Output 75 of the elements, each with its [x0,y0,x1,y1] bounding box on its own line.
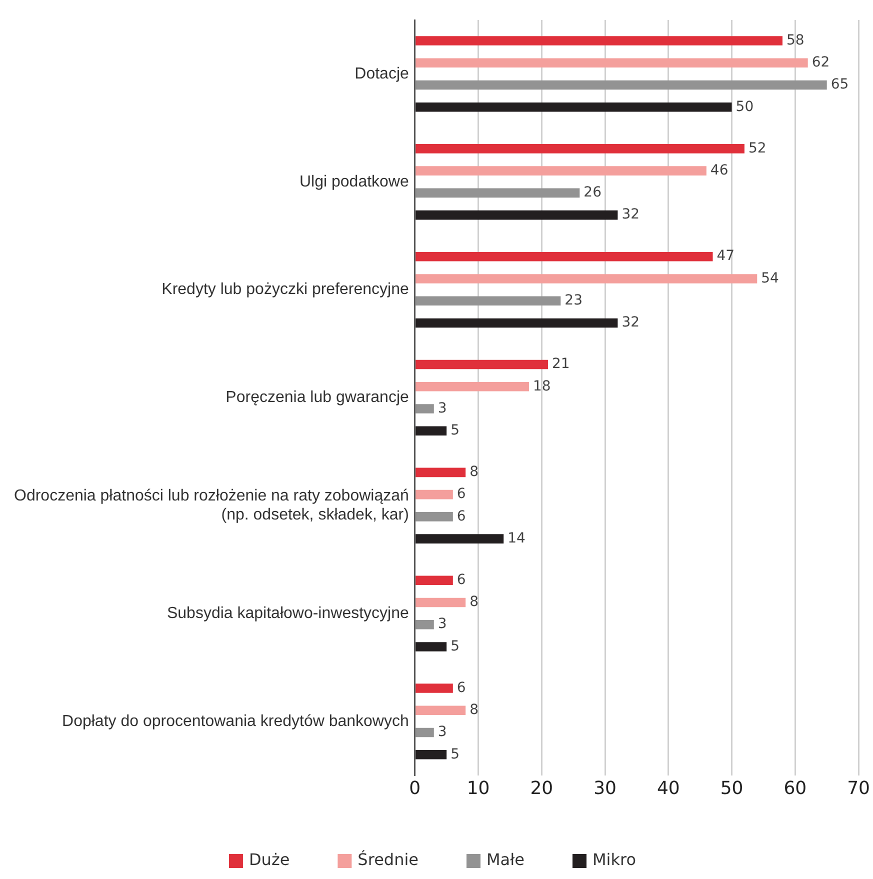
data-label: 47 [716,248,735,264]
bar [416,404,434,414]
y-tick-label: Subsydia kapitałowo-inwestycyjne [166,604,409,622]
bar [416,576,453,585]
data-label: 5 [450,746,460,762]
y-tick-label: Ulgi podatkowe [299,173,409,190]
legend-label: Małe [486,850,524,870]
bar [416,102,732,112]
bar [416,360,548,370]
bar [416,706,466,716]
bar [416,642,447,652]
data-label: 6 [456,680,466,696]
x-tick-label: 20 [530,778,554,799]
data-label: 26 [584,184,602,201]
data-label: 6 [456,508,466,524]
data-label: 52 [748,140,766,156]
x-tick-label: 30 [594,778,616,799]
data-label: 5 [450,422,460,439]
data-label: 32 [622,206,640,223]
bar [416,274,758,284]
x-tick-label: 60 [784,778,807,799]
bar [416,58,808,68]
y-tick-label: Kredyty lub pożyczki preferencyjne [162,281,409,298]
y-tick-label: Poręczenia lub gwarancje [226,389,409,406]
bar [416,620,434,630]
data-label: 8 [470,594,479,610]
x-tick-label: 0 [409,778,421,799]
data-label: 62 [812,54,830,71]
data-label: 65 [830,76,849,93]
data-label: 50 [736,98,754,115]
legend-label: Mikro [592,850,636,870]
data-label: 6 [456,572,466,588]
bar [416,36,782,46]
data-label: 14 [508,530,526,546]
data-label: 5 [450,638,460,654]
bar [416,512,453,522]
data-label: 18 [532,378,551,394]
data-label: 21 [552,356,570,372]
bar [416,598,466,608]
bar [416,728,434,738]
data-label: 46 [710,162,728,178]
bar [416,252,713,262]
data-label: 3 [438,724,447,740]
data-label: 8 [470,702,479,718]
y-tick-label: Dopłaty do oprocentowania kredytów bankowych [62,712,409,730]
bar [416,144,744,154]
bar [416,210,618,220]
y-tick-label: Odroczenia płatności lub rozłożenie na raty zobowiązań (np. odsetek, składek, kar) [14,487,409,524]
bar [416,166,706,176]
x-tick-label: 70 [847,778,870,799]
data-label: 32 [622,314,640,331]
x-tick-label: 40 [656,778,680,799]
data-label: 6 [456,486,466,502]
data-label: 3 [438,616,447,632]
data-label: 3 [438,400,447,416]
bar [416,318,618,328]
data-label: 8 [470,464,479,480]
bar [416,296,561,306]
bar [416,490,453,500]
x-tick-label: 10 [466,778,490,799]
x-tick-label: 50 [720,778,744,799]
data-label: 23 [564,292,582,308]
bar [416,80,827,90]
legend-label: Duże [248,850,290,870]
data-label: 58 [786,32,804,48]
y-tick-label: Dotacje [354,65,409,82]
legend-label: Średnie [358,850,418,870]
bar [416,188,580,198]
bar [416,750,447,760]
data-label: 54 [761,270,780,286]
bar [416,468,466,478]
bar [416,426,447,436]
bar [416,382,529,392]
bar [416,534,504,544]
bar [416,684,453,693]
